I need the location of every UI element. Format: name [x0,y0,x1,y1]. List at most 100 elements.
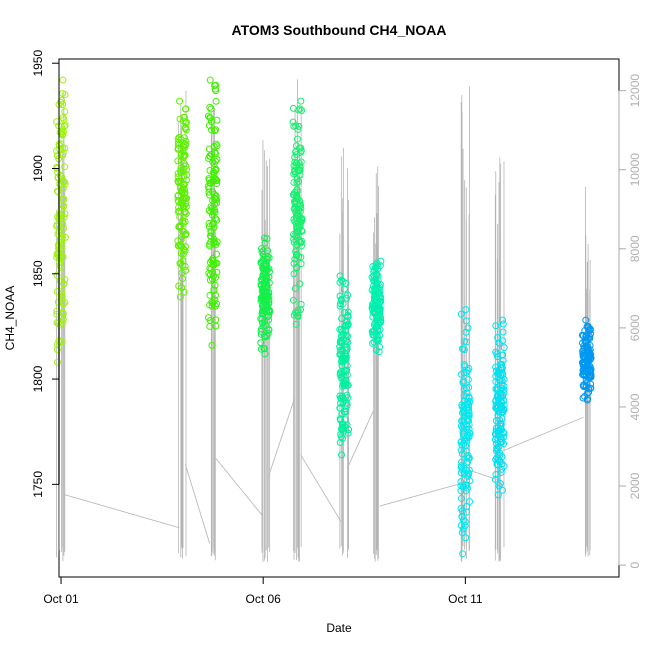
ch4-data-point [579,394,587,402]
ch4-data-point [293,241,301,249]
ch4-data-point [259,303,267,311]
ch4-data-point [499,328,507,336]
ch4-data-point [205,145,213,153]
ch4-data-point [53,319,61,327]
ch4-data-point [458,513,466,521]
ch4-data-point [587,380,595,388]
ch4-data-point [373,332,381,340]
ch4-data-point [492,348,500,356]
ch4-data-point [293,195,301,203]
ch4-data-point [462,317,470,325]
ch4-data-point [587,384,595,392]
ch4-data-point [465,425,473,433]
ch4-data-point [496,479,504,487]
ch4-data-point [464,398,472,406]
ch4-data-point [60,280,68,288]
ch4-data-point [176,97,184,105]
ch4-data-point [464,472,472,480]
altitude-connector-line [63,494,180,529]
chart-title: ATOM3 Southbound CH4_NOAA [232,22,447,38]
ch4-data-point [492,322,500,330]
ch4-data-point [336,278,344,286]
ch4-data-point [373,336,381,344]
ch4-data-point [457,310,465,318]
ch4-data-point [371,277,379,285]
ch4-data-point [204,112,212,120]
ch4-data-point [266,307,274,315]
ch4-data-point [264,306,272,314]
ch4-data-point [495,427,503,435]
ch4-data-point [177,250,185,258]
ch4-data-point [289,296,297,304]
ch4-data-point [370,302,378,310]
ch4-data-point [213,142,221,150]
ch4-data-point [207,233,215,241]
ch4-data-point [339,399,347,407]
ch4-data-point [344,322,352,330]
ch4-data-point [496,449,504,457]
ch4-data-point [212,176,220,184]
ch4-data-point [291,285,299,293]
ch4-data-point [260,269,268,277]
ch4-data-point [498,435,506,443]
ch4-data-point [259,319,267,327]
ch4-data-point [295,166,303,174]
ch4-data-point [463,453,471,461]
ch4-data-point [183,166,191,174]
ch4-data-point [57,235,65,243]
ch4-data-point [583,345,591,353]
altitude-connector-line [346,410,374,470]
ch4-data-point [53,307,61,315]
ch4-data-point [205,184,213,192]
ch4-data-point [53,152,61,160]
ch4-data-point [212,166,220,174]
ch4-data-point [293,312,301,320]
ch4-data-point [174,138,182,146]
ch4-data-point [342,326,350,334]
ch4-data-point [498,369,506,377]
ch4-data-point [344,429,352,437]
ch4-data-point [259,322,267,330]
ch4-data-point [377,257,385,265]
ch4-data-point [459,550,467,558]
ch4-data-point [205,219,213,227]
ch4-data-point [292,320,300,328]
ch4-data-point [56,180,64,188]
ch4-data-point [291,255,299,263]
ch4-data-point [208,302,216,310]
ch4-data-point [499,428,507,436]
altitude-connector-line [215,457,263,516]
ch4-data-point [585,388,593,396]
ch4-data-point [61,108,69,116]
ch4-data-point [206,114,214,122]
ch4-data-point [336,302,344,310]
y2-tick-label: 0 [628,561,642,568]
ch4-data-point [344,308,352,316]
ch4-data-point [212,215,220,223]
ch4-data-point [179,117,187,125]
ch4-data-point [212,126,220,134]
ch4-data-point [498,363,506,371]
ch4-data-point [460,361,468,369]
ch4-data-point [53,271,61,279]
ch4-data-point [295,197,303,205]
ch4-data-point [182,123,190,131]
ch4-data-point [206,152,214,160]
ch4-data-point [176,293,184,301]
ch4-data-point [499,392,507,400]
ch4-data-point [177,242,185,250]
ch4-data-point [53,341,61,349]
ch4-data-point [370,267,378,275]
ch4-data-point [207,105,215,113]
ch4-data-point [296,208,304,216]
ch4-data-point [496,416,504,424]
ch4-data-point [181,140,189,148]
ch4-data-point [212,97,220,105]
y2-tick-label: 6000 [628,314,642,341]
ch4-data-point [496,458,504,466]
ch4-data-point [181,208,189,216]
ch4-data-point [340,368,348,376]
ch4-data-point [265,254,273,262]
ch4-data-point [293,228,301,236]
